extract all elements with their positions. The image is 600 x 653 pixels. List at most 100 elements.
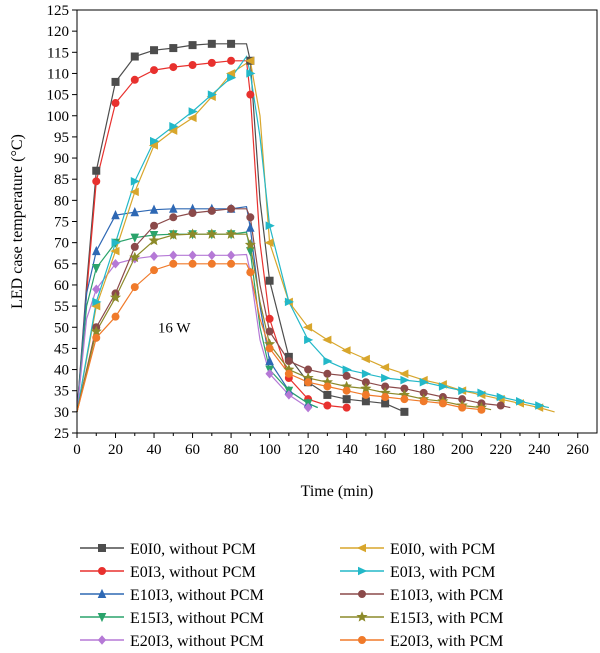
data-point — [284, 357, 293, 366]
series-line-6 — [76, 59, 555, 413]
y-tick-label: 30 — [54, 405, 69, 421]
data-point — [168, 126, 178, 135]
data-point — [130, 233, 140, 243]
data-point — [167, 229, 179, 240]
data-point — [323, 369, 332, 378]
data-point — [188, 60, 197, 69]
data-point — [149, 204, 159, 214]
data-point — [92, 166, 101, 175]
data-point — [111, 99, 120, 108]
legend-marker — [97, 588, 107, 598]
data-point — [265, 344, 274, 353]
data-point — [246, 69, 256, 78]
data-point — [225, 228, 237, 239]
data-point — [109, 291, 122, 303]
y-tick-label: 70 — [54, 236, 69, 252]
y-tick-label: 60 — [54, 278, 69, 294]
y-tick-label: 95 — [54, 130, 69, 146]
data-point — [111, 312, 120, 321]
legend-marker — [97, 613, 107, 623]
data-point — [188, 259, 197, 268]
data-point — [477, 405, 486, 414]
data-point — [399, 369, 409, 379]
legend-marker — [358, 566, 368, 576]
series-line-1 — [76, 43, 405, 413]
data-point — [379, 363, 390, 372]
data-point — [458, 386, 468, 395]
legend-entry: E20I3, with PCM — [390, 633, 503, 650]
data-point — [227, 73, 237, 82]
x-axis-ticks: 0 20 40 60 80 100 120 140 160 180 200 220 240 260 — [73, 433, 589, 458]
legend-entry: E0I0, without PCM — [130, 541, 256, 558]
data-point — [90, 325, 102, 337]
data-point — [458, 403, 467, 412]
data-point — [130, 75, 139, 84]
plot-markers — [90, 39, 545, 416]
x-tick-label: 140 — [335, 442, 358, 458]
series-line-7 — [76, 55, 550, 413]
data-point — [227, 259, 236, 268]
y-tick-label: 115 — [47, 45, 69, 61]
data-point — [207, 250, 216, 261]
y-tick-label: 120 — [47, 24, 70, 40]
data-point — [342, 371, 351, 380]
legend-marker — [97, 635, 107, 645]
data-point — [130, 207, 140, 217]
data-point — [304, 378, 313, 387]
y-tick-label: 85 — [54, 172, 69, 188]
legend-marker — [358, 636, 366, 644]
y-tick-label: 50 — [54, 320, 69, 336]
data-point — [342, 403, 351, 412]
x-tick-label: 260 — [566, 442, 589, 458]
data-point — [284, 390, 294, 400]
data-point — [169, 259, 178, 268]
data-point — [130, 177, 140, 186]
data-point — [245, 56, 255, 66]
data-point — [265, 369, 274, 379]
data-point — [129, 187, 139, 197]
data-point — [361, 369, 372, 379]
y-tick-label: 125 — [47, 3, 70, 19]
data-point — [246, 213, 255, 222]
data-point — [360, 382, 372, 394]
data-point — [149, 251, 159, 261]
data-point — [381, 393, 390, 402]
data-point — [265, 276, 274, 285]
data-point — [110, 246, 120, 256]
data-point — [438, 399, 447, 408]
data-point — [341, 346, 351, 355]
data-point — [169, 122, 179, 131]
legend-entry: E0I3, without PCM — [130, 564, 256, 581]
legend-marker — [358, 590, 366, 598]
data-point — [400, 395, 409, 404]
data-point — [342, 395, 351, 404]
plot-lines — [76, 43, 555, 413]
y-tick-label: 45 — [54, 341, 69, 357]
data-point — [284, 297, 295, 307]
data-point — [92, 177, 101, 186]
data-point — [169, 63, 178, 72]
data-point — [265, 355, 274, 366]
data-point — [360, 354, 370, 364]
data-point — [92, 297, 102, 307]
series-line-5 — [76, 253, 309, 412]
x-tick-label: 60 — [185, 442, 200, 458]
data-point — [477, 388, 487, 398]
data-point — [207, 39, 216, 48]
data-point — [323, 401, 332, 410]
legend: E0I0, without PCM E0I3, without PCM E10I3,… — [80, 541, 503, 650]
data-point — [206, 228, 218, 239]
y-tick-label: 35 — [54, 384, 69, 400]
data-point — [169, 250, 178, 261]
data-point — [188, 107, 198, 116]
data-point — [302, 323, 313, 332]
series-line-2 — [76, 60, 347, 412]
data-point — [92, 333, 101, 342]
y-tick-label: 65 — [54, 257, 69, 273]
x-tick-label: 0 — [73, 442, 81, 458]
y-tick-label: 40 — [54, 363, 69, 379]
legend-marker — [98, 567, 106, 575]
data-point — [400, 407, 409, 416]
data-point — [246, 247, 255, 257]
